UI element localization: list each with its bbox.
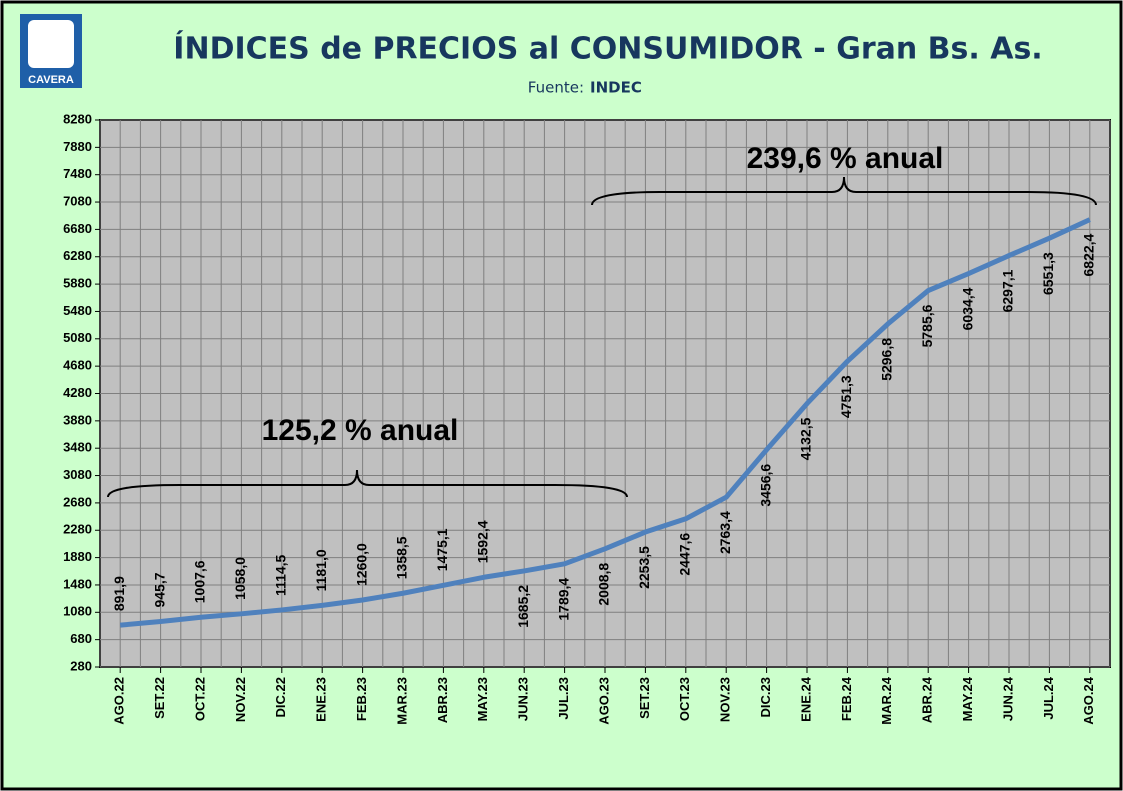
data-label: 6034,4 [959,287,975,330]
data-label: 2447,6 [677,533,693,576]
y-tick-label: 8280 [63,111,92,126]
x-tick-label: SET.23 [637,677,652,719]
x-tick-label: MAR.23 [394,677,409,725]
line [119,217,1091,628]
x-tick-label: MAR.24 [879,676,894,724]
x-tick-label: ABR.23 [435,677,450,723]
y-tick-label: 2280 [63,522,92,537]
data-label: 6822,4 [1081,233,1097,276]
x-tick-label: AGO.22 [112,677,127,725]
x-tick-label: MAY.24 [960,676,975,721]
x-tick-label: NOV.23 [718,677,733,722]
data-label: 1114,5 [273,554,289,595]
x-tick-label: ABR.24 [920,676,935,723]
y-tick-label: 6280 [63,248,92,263]
data-label: 4132,5 [798,417,814,460]
y-tick-label: 3880 [63,412,92,427]
data-label: 1475,1 [434,528,450,571]
data-label: 1058,0 [232,557,248,600]
x-tick-label: FEB.23 [354,677,369,721]
data-label: 2008,8 [596,563,612,606]
data-label: 1358,5 [394,536,410,579]
data-label: 891,9 [111,576,127,611]
grid [99,119,1111,668]
x-tick-label: FEB.24 [839,676,854,721]
y-tick-label: 1480 [63,576,92,591]
chart-title: ÍNDICES de PRECIOS al CONSUMIDOR - Gran … [173,31,1042,67]
y-tick-label: 3080 [63,467,92,482]
data-label: 4751,3 [838,375,854,418]
x-tick-label: JUL.24 [1041,676,1056,719]
data-label: 1007,6 [192,560,208,603]
x-tick-label: NOV.22 [233,677,248,722]
x-tick-label: MAY.23 [475,677,490,721]
data-label: 945,7 [151,572,167,607]
data-label: 1592,4 [475,520,491,563]
y-tick-label: 6680 [63,221,92,236]
y-tick-label: 3480 [63,440,92,455]
y-tick-label: 7880 [63,139,92,154]
y-tick-label: 7480 [63,166,92,181]
x-tick-label: ENE.24 [798,676,813,722]
logo: CAVERA [20,14,82,88]
y-tick-label: 1880 [63,549,92,564]
x-tick-label: ENE.23 [314,677,329,722]
subtitle-label: Fuente: [528,79,584,97]
data-label: 1685,2 [515,585,531,628]
y-tick-label: 1080 [63,604,92,619]
data-label: 5785,6 [919,304,935,347]
x-tick-label: JUL.23 [556,677,571,720]
annotation: 125,2 % anual [262,414,459,447]
data-label: 1260,0 [353,543,369,586]
y-tick-label: 280 [70,658,92,673]
x-tick-label: OCT.23 [677,677,692,721]
brace [591,176,1097,206]
data-label: 5296,8 [879,338,895,381]
x-tick-label: DIC.22 [273,677,288,717]
y-tick-label: 5480 [63,303,92,318]
y-tick-label: 5080 [63,330,92,345]
data-label: 1789,4 [555,578,571,621]
x-tick-label: SET.22 [152,677,167,719]
data-label: 2763,4 [717,511,733,554]
y-tick-label: 5880 [63,276,92,291]
x-tick-label: JUN.23 [516,677,531,721]
x-tick-label: AGO.23 [596,677,611,725]
y-tick-label: 4680 [63,358,92,373]
data-label: 1181,0 [313,549,329,591]
x-tick-label: AGO.24 [1081,676,1096,724]
x-tick-label: DIC.23 [758,677,773,717]
x-tick-label: OCT.22 [192,677,207,721]
y-tick-label: 4280 [63,385,92,400]
data-label: 6297,1 [1000,269,1016,312]
y-tick-label: 680 [70,631,92,646]
x-tick-label: JUN.24 [1000,676,1015,721]
brace [107,469,628,498]
subtitle-source: INDEC [590,79,642,97]
logo-text: CAVERA [28,74,74,86]
data-label: 6551,3 [1040,252,1056,295]
data-label: 2253,5 [636,546,652,589]
annotation: 239,6 % anual [747,142,944,175]
y-tick-label: 7080 [63,193,92,208]
data-label: 3456,6 [757,464,773,507]
y-tick-label: 2680 [63,494,92,509]
